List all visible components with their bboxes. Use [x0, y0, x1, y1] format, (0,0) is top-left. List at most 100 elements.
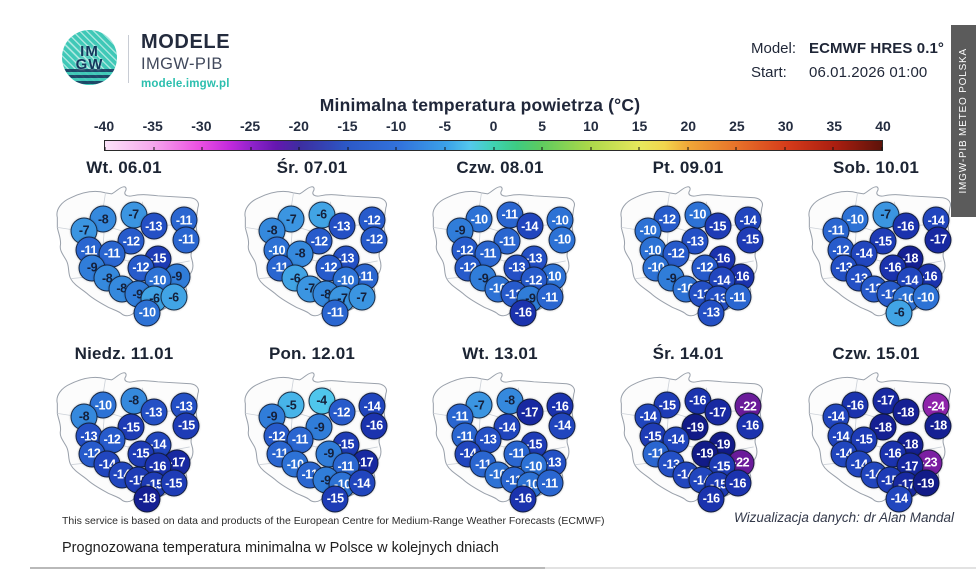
station-temp-marker: -16 [509, 299, 537, 327]
day-label: Pt. 09.01 [652, 158, 724, 177]
colorbar-tick-label: 10 [583, 118, 599, 134]
forecast-map-cell: Wt. 13.01 -7 -8 -11 -17 -16 -14 -14 -11 -13 -15 -1… [406, 344, 594, 516]
forecast-map-cell: Śr. 14.01 -15 -16 -14 -17 -22 -16 -19 -15 -14 -19… [594, 344, 782, 516]
colorbar-tick-mark [153, 147, 155, 150]
day-label: Wt. 06.01 [86, 158, 162, 177]
forecast-map-cell: Pon. 12.01 -5 -4 -9 -12 -14 -16 -9 -12 -11 -15 -9-… [218, 344, 406, 516]
station-temp-marker: -16 [509, 485, 537, 513]
model-value: ECMWF HRES 0.1° [809, 40, 945, 57]
station-temp-marker: -12 [358, 206, 386, 234]
bottom-divider-left [30, 567, 545, 569]
colorbar-tick-label: -30 [191, 118, 212, 134]
forecast-map-cell: Wt. 06.01 -8 -7 -7 -13 -11 -11 -12 -11 -11 -15 -12… [30, 158, 218, 330]
colorbar-tick-mark [444, 147, 446, 150]
colorbar-tick-mark [784, 147, 786, 150]
station-temp-marker: -10 [912, 283, 940, 311]
forecast-map-cell: Sob. 10.01 -10 -7 -11 -16 -14 -17 -15 -12 -14 -18… [782, 158, 970, 330]
colorbar-tick-mark [881, 147, 883, 150]
station-temp-marker: -7 [348, 283, 376, 311]
day-label: Czw. 15.01 [832, 344, 920, 363]
colorbar-tick-mark [298, 147, 300, 150]
colorbar-gradient [104, 140, 883, 151]
station-temp-marker: -11 [469, 450, 497, 478]
station-temp-marker: -11 [446, 403, 474, 431]
day-label: Sob. 10.01 [832, 158, 920, 177]
colorbar-tick-mark [493, 147, 494, 150]
colorbar-tick-label: -25 [239, 118, 261, 134]
station-temp-marker: -10 [548, 226, 576, 254]
colorbar-tick-mark [347, 147, 349, 150]
station-temp-marker: -18 [133, 485, 161, 513]
station-temp-marker: -13 [503, 254, 531, 282]
station-temp-marker: -17 [924, 226, 952, 254]
colorbar-tick-mark [590, 147, 592, 150]
station-temp-marker: -11 [642, 440, 670, 468]
day-label: Wt. 13.01 [462, 344, 538, 363]
station-temp-marker: -16 [724, 469, 752, 497]
station-temp-marker: -16 [360, 412, 388, 440]
imgw-logo-icon: IM GW [62, 30, 117, 85]
station-temp-marker: -14 [662, 426, 690, 454]
model-label: Model: [751, 40, 797, 57]
day-label: Śr. 07.01 [276, 158, 348, 177]
day-label: Śr. 14.01 [652, 344, 724, 363]
station-temp-marker: -11 [536, 283, 564, 311]
station-temp-marker: -16 [697, 485, 725, 513]
station-temp-marker: -16 [892, 212, 920, 240]
station-temp-marker: -18 [892, 398, 920, 426]
station-temp-marker: -11 [321, 299, 349, 327]
station-temp-marker: -15 [736, 226, 764, 254]
colorbar-tick-label: 25 [729, 118, 745, 134]
model-info: Model: ECMWF HRES 0.1° Start: 06.01.2026… [751, 40, 944, 88]
station-temp-marker: -17 [704, 398, 732, 426]
station-temp-marker: -11 [724, 283, 752, 311]
colorbar-tick-mark [250, 147, 252, 150]
poland-map: -5 -4 -9 -12 -14 -16 -9 -12 -11 -15 -9 -11 -17 -10 -11… [232, 368, 392, 516]
station-temp-marker: -16 [841, 391, 869, 419]
forecast-map-cell: Czw. 15.01 -16 -17 -14 -18 -24 -18 -18 -14 -15 -1… [782, 344, 970, 516]
day-label: Niedz. 11.01 [74, 344, 174, 363]
colorbar-tick-mark [104, 147, 106, 150]
station-temp-marker: -19 [912, 469, 940, 497]
brand-subtitle: IMGW-PIB [141, 55, 223, 73]
forecast-maps-grid: Wt. 06.01 -8 -7 -7 -13 -11 -11 -12 -11 -11 -15 -12… [30, 158, 970, 516]
station-temp-marker: -22 [734, 392, 762, 420]
colorbar-tick-label: -40 [93, 118, 115, 134]
poland-map: -15 -16 -14 -17 -22 -16 -19 -15 -14 -19 -19 -11 -22-… [608, 368, 768, 516]
bottom-caption: Prognozowana temperatura minimalna w Pol… [62, 540, 499, 556]
poland-map: -8 -7 -7 -13 -11 -11 -12 -11 -11 -15 -12 -9 -9 -8 -10-… [44, 182, 204, 330]
station-temp-marker: -18 [924, 412, 952, 440]
colorbar-tick-mark [638, 147, 640, 150]
colorbar-tick-label: 0 [489, 118, 498, 134]
forecast-map-cell: Śr. 07.01 -7 -6 -8 -13 -12 -12 -12 -10 -8 -13 -12-… [218, 158, 406, 330]
station-temp-marker: -12 [328, 398, 356, 426]
station-temp-marker: -13 [140, 212, 168, 240]
colorbar-tick-label: -10 [386, 118, 407, 134]
station-temp-marker: -15 [160, 469, 188, 497]
station-temp-marker: -17 [516, 398, 544, 426]
colorbar-tick-mark [541, 147, 543, 150]
visualization-credit: Wizualizacja danych: dr Alan Mandal [734, 510, 954, 525]
colorbar-tick-label: -20 [288, 118, 309, 134]
station-temp-marker: -16 [736, 412, 764, 440]
logo-text-bottom: GW [75, 55, 104, 73]
imgw-logo[interactable]: IM GW MODELE IMGW-PIB modele.imgw.pl [62, 30, 230, 90]
bottom-divider-right [545, 567, 976, 569]
colorbar-tick-label: -35 [142, 118, 163, 134]
forecast-map-cell: Niedz. 11.01 -10 -8 -8 -13 -13 -15 -15 -13 -12 -1… [30, 344, 218, 516]
forecast-map-cell: Pt. 09.01 -12 -10 -10 -15 -14 -15 -13 -10 -12 -16… [594, 158, 782, 330]
station-temp-marker: -10 [133, 299, 161, 327]
colorbar-tick-label: 40 [875, 118, 891, 134]
start-value: 06.01.2026 01:00 [809, 64, 928, 81]
station-temp-marker: -13 [328, 212, 356, 240]
poland-map: -10 -8 -8 -13 -13 -15 -15 -13 -12 -14 -15 -12 -17 -14… [44, 368, 204, 516]
poland-map: -7 -6 -8 -13 -12 -12 -12 -10 -8 -13 -12 -11 -11 -6 -10… [232, 182, 392, 330]
colorbar-tick-mark [201, 147, 203, 150]
colorbar-tick-label: 15 [631, 118, 648, 134]
day-label: Czw. 08.01 [456, 158, 544, 177]
station-temp-marker: -15 [704, 212, 732, 240]
station-temp-marker: -11 [266, 440, 294, 468]
station-temp-marker: -13 [140, 398, 168, 426]
brand-url-link[interactable]: modele.imgw.pl [141, 78, 230, 90]
